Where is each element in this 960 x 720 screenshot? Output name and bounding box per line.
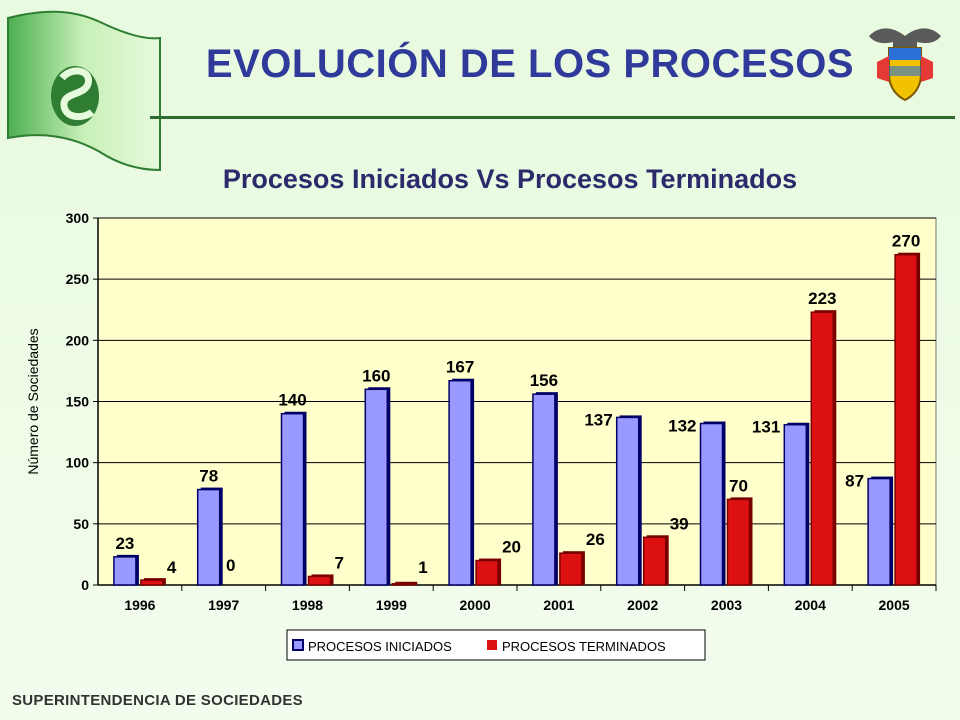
data-label-iniciados: 140 — [278, 391, 306, 410]
bar-iniciados — [280, 412, 305, 586]
y-tick-label: 100 — [66, 455, 90, 471]
data-label-iniciados: 78 — [199, 467, 218, 486]
bar-iniciados — [364, 388, 389, 586]
page-title: EVOLUCIÓN DE LOS PROCESOS — [205, 42, 855, 86]
x-tick-label: 2004 — [795, 597, 826, 613]
legend-label-iniciados: PROCESOS INICIADOS — [308, 639, 452, 654]
bar-terminados — [475, 559, 499, 586]
x-tick-label: 2001 — [543, 597, 574, 613]
legend-swatch-iniciados — [292, 639, 304, 651]
data-label-iniciados: 132 — [668, 417, 696, 436]
x-tick-label: 1996 — [124, 597, 155, 613]
x-tick-label: 1997 — [208, 597, 239, 613]
bar-terminados — [559, 552, 583, 586]
header-divider — [150, 116, 955, 119]
bar-terminados — [642, 536, 667, 586]
bar-terminados — [140, 579, 164, 586]
data-label-terminados: 270 — [892, 232, 920, 251]
y-axis-label: Número de Sociedades — [25, 328, 41, 474]
y-tick-label: 200 — [66, 332, 90, 348]
data-label-iniciados: 156 — [530, 371, 558, 390]
bar-iniciados — [867, 477, 891, 586]
y-tick-label: 0 — [81, 577, 89, 593]
data-label-iniciados: 23 — [115, 534, 134, 553]
bar-terminados — [391, 583, 416, 586]
bar-iniciados — [532, 393, 556, 586]
data-label-terminados: 20 — [502, 538, 521, 557]
x-tick-label: 2002 — [627, 597, 658, 613]
supersociedades-logo-icon — [7, 10, 161, 172]
footer-organization: SUPERINTENDENCIA DE SOCIEDADES — [12, 692, 303, 709]
legend-label-terminados: PROCESOS TERMINADOS — [502, 639, 666, 654]
data-label-terminados: 7 — [335, 553, 344, 572]
legend-swatch-terminados — [487, 640, 497, 650]
bar-terminados — [726, 498, 751, 586]
data-label-iniciados: 137 — [584, 410, 612, 429]
y-tick-label: 250 — [66, 271, 90, 287]
x-tick-label: 1998 — [292, 597, 323, 613]
y-tick-label: 50 — [73, 516, 89, 532]
data-label-terminados: 1 — [418, 558, 427, 577]
data-label-terminados: 0 — [226, 556, 235, 575]
bar-iniciados — [196, 488, 221, 586]
bar-iniciados — [615, 416, 640, 586]
data-label-terminados: 4 — [167, 558, 177, 577]
data-label-iniciados: 160 — [362, 366, 390, 385]
bar-terminados — [894, 253, 918, 586]
bar-terminados — [307, 575, 332, 586]
data-label-terminados: 223 — [808, 289, 836, 308]
y-tick-label: 300 — [66, 210, 90, 226]
bar-iniciados — [113, 556, 137, 586]
bar-iniciados — [783, 423, 808, 586]
x-tick-label: 1999 — [376, 597, 407, 613]
chart-title: Procesos Iniciados Vs Procesos Terminado… — [222, 164, 798, 194]
x-tick-label: 2000 — [460, 597, 491, 613]
bar-terminados — [810, 311, 835, 586]
x-tick-label: 2005 — [879, 597, 910, 613]
data-label-iniciados: 131 — [752, 418, 780, 437]
bar-iniciados — [448, 379, 472, 586]
y-tick-label: 150 — [66, 394, 90, 410]
data-label-terminados: 26 — [586, 530, 605, 549]
data-label-terminados: 39 — [670, 514, 689, 533]
x-tick-label: 2003 — [711, 597, 742, 613]
data-label-iniciados: 167 — [446, 358, 474, 377]
bar-iniciados — [699, 422, 724, 586]
colombia-coat-of-arms-icon — [869, 28, 941, 102]
data-label-terminados: 70 — [729, 476, 748, 495]
bar-chart-container: 0 50 100 150 200 250 300 Número de Sociedades 19… — [0, 200, 960, 670]
data-label-iniciados: 87 — [845, 472, 864, 491]
